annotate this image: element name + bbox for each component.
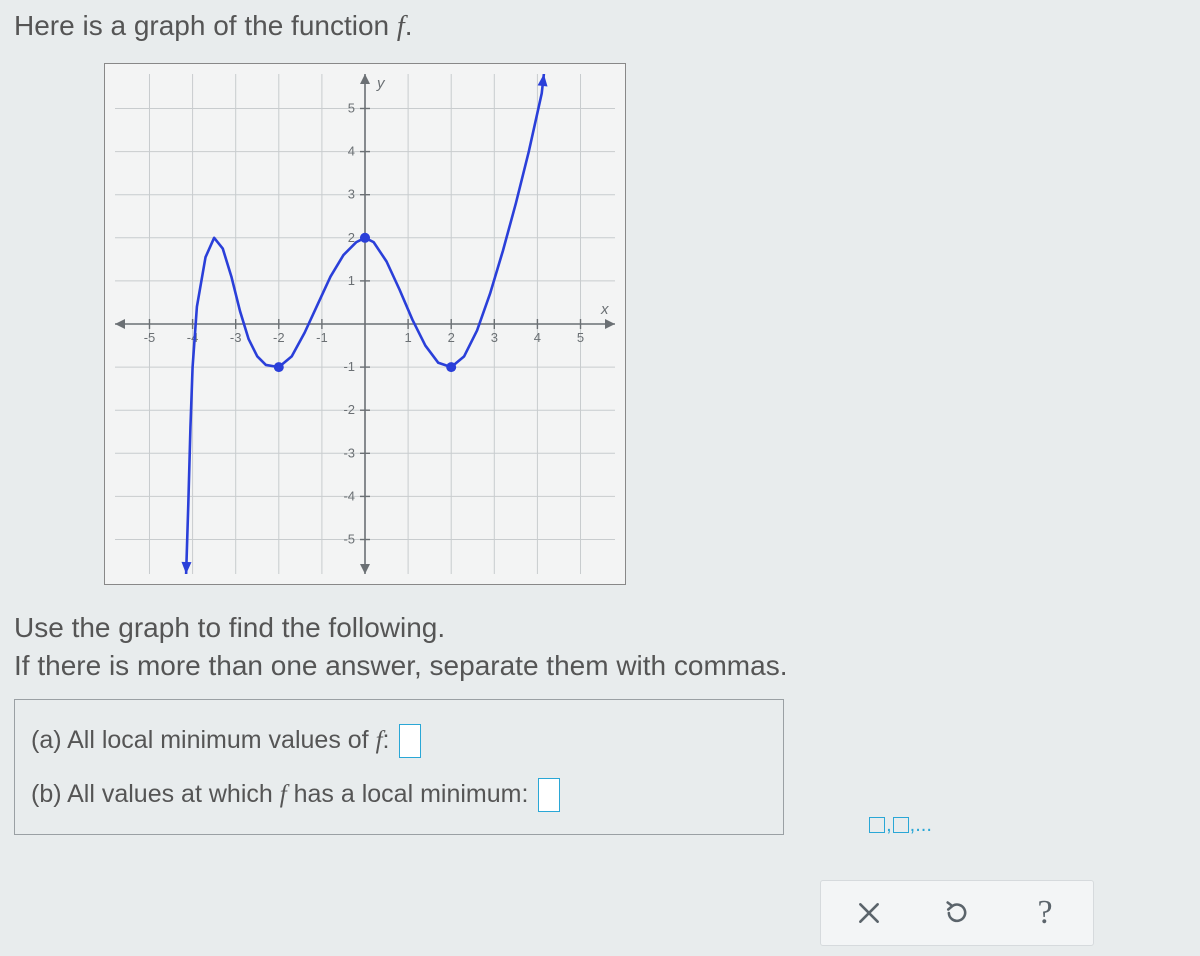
answer-box: (a) All local minimum values of f: (b) A… bbox=[14, 699, 784, 835]
instructions: Use the graph to find the following. If … bbox=[14, 609, 1186, 685]
answer-input-b[interactable] bbox=[538, 778, 560, 812]
list-box-icon bbox=[893, 817, 909, 833]
qb-post: has a local minimum: bbox=[287, 780, 529, 808]
problem-prompt: Here is a graph of the function f. bbox=[14, 10, 1186, 43]
help-icon: ? bbox=[1037, 894, 1052, 932]
side-panel: ,,... ? bbox=[820, 804, 1180, 946]
qa-f: f bbox=[376, 727, 383, 754]
function-graph: -5-4-3-2-112345-5-4-3-2-112345xy bbox=[115, 74, 615, 574]
svg-text:2: 2 bbox=[348, 230, 355, 245]
svg-text:1: 1 bbox=[348, 273, 355, 288]
svg-text:-3: -3 bbox=[343, 445, 355, 460]
svg-text:-4: -4 bbox=[187, 330, 199, 345]
svg-text:-1: -1 bbox=[316, 330, 328, 345]
qa-post: : bbox=[383, 726, 390, 754]
qb-pre: (b) All values at which bbox=[31, 780, 280, 808]
svg-text:-1: -1 bbox=[343, 359, 355, 374]
svg-text:5: 5 bbox=[577, 330, 584, 345]
question-a: (a) All local minimum values of f: bbox=[31, 724, 767, 758]
svg-text:-5: -5 bbox=[144, 330, 156, 345]
svg-text:-2: -2 bbox=[273, 330, 285, 345]
list-format-text: ,... bbox=[910, 814, 932, 837]
svg-text:3: 3 bbox=[491, 330, 498, 345]
svg-text:-5: -5 bbox=[343, 532, 355, 547]
svg-text:3: 3 bbox=[348, 187, 355, 202]
svg-text:4: 4 bbox=[534, 330, 541, 345]
x-icon bbox=[856, 900, 882, 926]
svg-text:4: 4 bbox=[348, 144, 355, 159]
answer-input-a[interactable] bbox=[399, 724, 421, 758]
svg-text:-2: -2 bbox=[343, 402, 355, 417]
help-button[interactable]: ? bbox=[1025, 893, 1065, 933]
reset-button[interactable] bbox=[937, 893, 977, 933]
prompt-fvar: f bbox=[397, 11, 405, 42]
prompt-pre: Here is a graph of the function bbox=[14, 10, 397, 41]
toolbar: ? bbox=[820, 880, 1094, 946]
instructions-line1: Use the graph to find the following. bbox=[14, 612, 445, 643]
svg-text:2: 2 bbox=[448, 330, 455, 345]
svg-text:x: x bbox=[600, 301, 609, 318]
list-box-icon bbox=[869, 817, 885, 833]
question-b: (b) All values at which f has a local mi… bbox=[31, 778, 767, 812]
instructions-line2: If there is more than one answer, separa… bbox=[14, 650, 787, 681]
qa-pre: (a) All local minimum values of bbox=[31, 726, 376, 754]
prompt-post: . bbox=[405, 10, 413, 41]
undo-icon bbox=[943, 899, 971, 927]
clear-button[interactable] bbox=[849, 893, 889, 933]
graph-panel: -5-4-3-2-112345-5-4-3-2-112345xy bbox=[104, 63, 626, 585]
svg-text:1: 1 bbox=[404, 330, 411, 345]
svg-text:-3: -3 bbox=[230, 330, 242, 345]
svg-text:5: 5 bbox=[348, 100, 355, 115]
qb-f: f bbox=[280, 781, 287, 808]
svg-text:-4: -4 bbox=[343, 488, 355, 503]
list-format-button[interactable]: ,,... bbox=[830, 804, 970, 846]
